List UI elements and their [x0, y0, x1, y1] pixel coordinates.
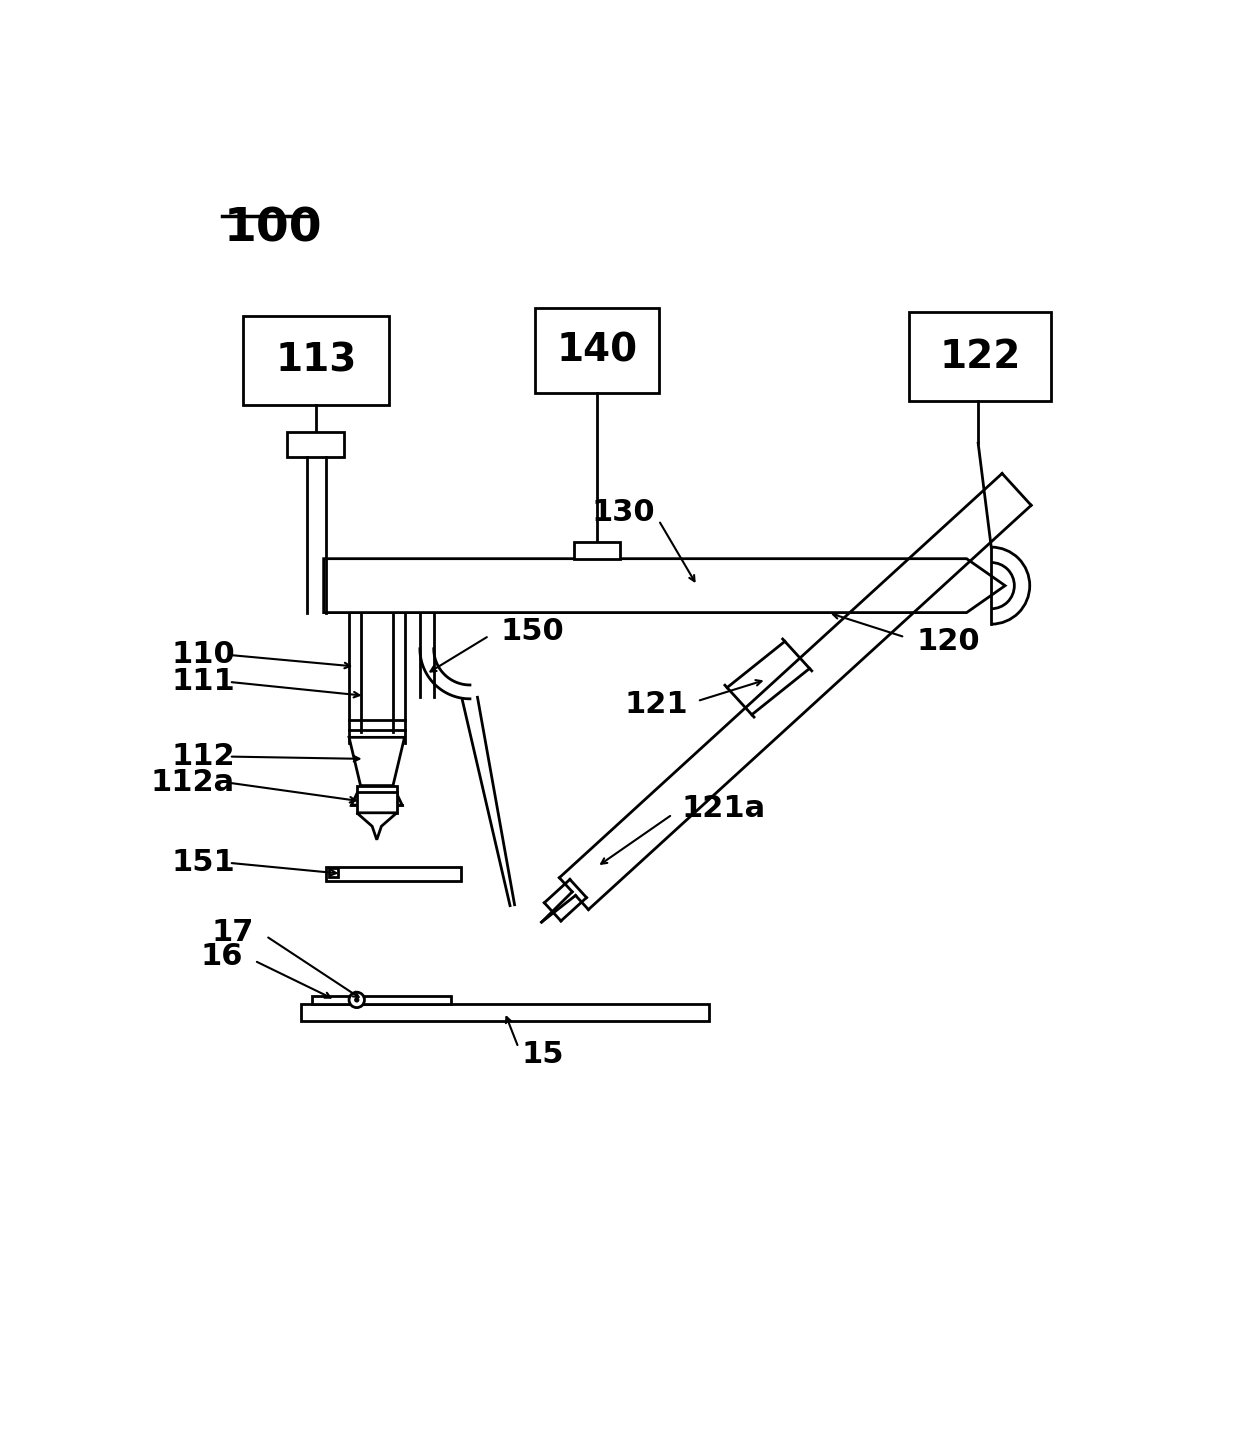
Polygon shape: [350, 738, 404, 785]
Circle shape: [355, 999, 358, 1001]
Text: 112: 112: [171, 742, 236, 771]
Bar: [312, 996, 450, 1004]
Text: 113: 113: [275, 342, 357, 379]
Polygon shape: [351, 785, 402, 806]
Bar: [243, 316, 389, 405]
Bar: [288, 432, 345, 457]
Bar: [326, 866, 461, 880]
Bar: [329, 869, 339, 878]
Text: 121a: 121a: [682, 794, 766, 823]
Polygon shape: [324, 559, 1006, 612]
Bar: [574, 542, 620, 559]
Text: 100: 100: [223, 206, 322, 251]
Text: 111: 111: [171, 667, 236, 696]
Text: 15: 15: [522, 1040, 564, 1069]
Bar: [300, 1004, 708, 1020]
Text: 121: 121: [624, 690, 688, 719]
Text: 130: 130: [591, 499, 655, 527]
Bar: [909, 313, 1052, 401]
Polygon shape: [357, 813, 397, 840]
Text: 151: 151: [171, 849, 236, 878]
Text: 112a: 112a: [151, 768, 236, 797]
Text: 150: 150: [501, 617, 564, 647]
Circle shape: [350, 993, 365, 1007]
Text: 140: 140: [557, 331, 637, 370]
Polygon shape: [357, 785, 397, 813]
Text: 16: 16: [201, 942, 243, 971]
Text: 120: 120: [916, 627, 980, 656]
Bar: [536, 308, 658, 393]
Text: 110: 110: [171, 640, 236, 670]
Text: 17: 17: [212, 918, 254, 947]
Text: 122: 122: [940, 337, 1021, 376]
